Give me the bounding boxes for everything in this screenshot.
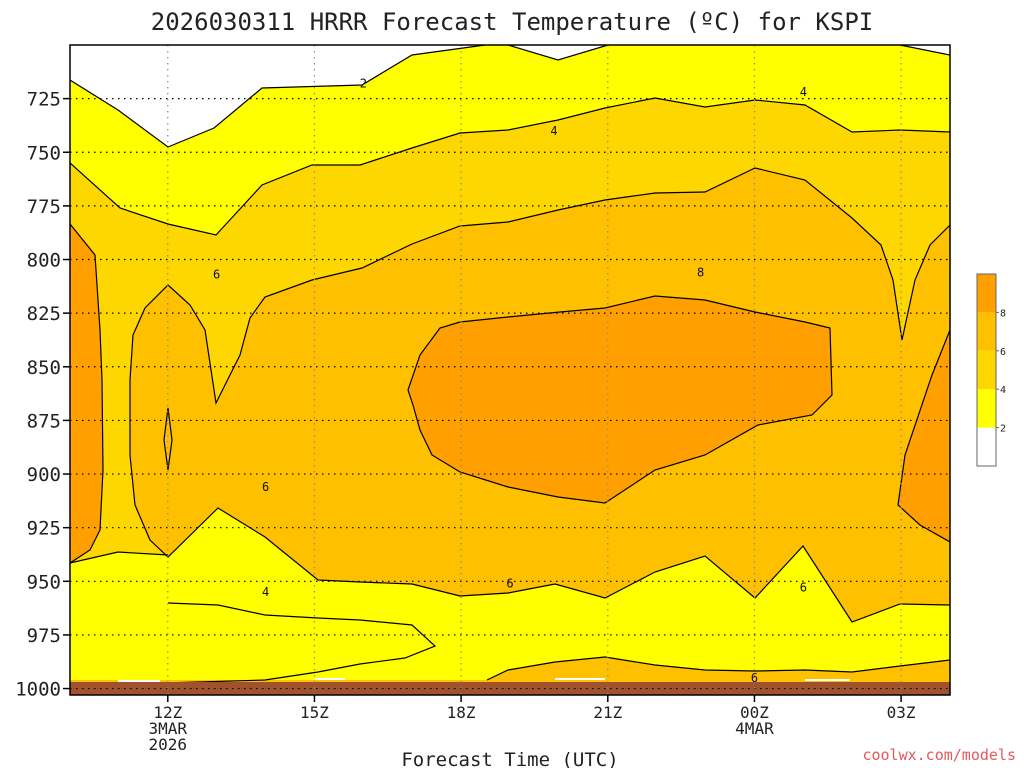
y-tick-label: 850 xyxy=(27,357,61,379)
x-tick-label: 4MAR xyxy=(735,719,774,738)
legend-swatch xyxy=(977,274,996,313)
contour-fields xyxy=(70,45,950,695)
y-tick-label: 775 xyxy=(27,196,61,218)
legend-label: 8 xyxy=(1000,308,1006,319)
legend-swatch xyxy=(977,312,996,351)
legend-label: 4 xyxy=(1000,385,1006,396)
band-above-8-right xyxy=(898,330,950,542)
y-tick-label: 825 xyxy=(27,303,61,325)
color-legend: 2 4 6 8 xyxy=(976,273,1006,467)
legend-label: 2 xyxy=(1000,424,1006,435)
contour-label: 6 xyxy=(213,268,220,282)
legend-swatch xyxy=(977,389,996,428)
x-tick-label: 00Z xyxy=(740,703,769,722)
y-tick-label: 800 xyxy=(27,250,61,272)
contour-lines xyxy=(70,45,950,684)
legend-frame xyxy=(976,273,997,467)
y-tick-label: 925 xyxy=(27,518,61,540)
x-axis-label: Forecast Time (UTC) xyxy=(401,749,618,768)
x-tick-label: 2026 xyxy=(149,735,188,754)
band-above-8 xyxy=(408,296,832,503)
y-tick-label: 875 xyxy=(27,410,61,432)
y-tick-label: 1000 xyxy=(15,679,61,701)
contour-labels: 2 4 4 6 8 6 4 6 6 6 xyxy=(213,77,807,685)
x-tick-label: 12Z xyxy=(153,703,182,722)
contour-label: 4 xyxy=(550,124,557,138)
ground-mask xyxy=(70,682,950,695)
contour-label: 6 xyxy=(262,480,269,494)
x-tick-label: 15Z xyxy=(300,703,329,722)
legend-swatch xyxy=(977,350,996,390)
contour-label: 4 xyxy=(800,85,807,99)
contour-label: 6 xyxy=(506,576,513,590)
x-tick-label: 3MAR xyxy=(149,719,188,738)
band-above-8-left xyxy=(70,224,103,563)
x-tick-label: 21Z xyxy=(593,703,622,722)
legend-label: 6 xyxy=(1000,347,1006,358)
contour-label: 8 xyxy=(697,265,704,279)
y-axis: 725 750 775 800 825 850 875 900 925 950 975 1000 xyxy=(15,89,70,701)
credit-text[interactable]: coolwx.com/models xyxy=(862,746,1016,764)
y-tick-label: 900 xyxy=(27,464,61,486)
plot-frame xyxy=(69,44,951,696)
contour-label: 6 xyxy=(800,581,807,595)
chart-title: 2026030311 HRRR Forecast Temperature (ºC… xyxy=(151,8,873,36)
ground-highlights xyxy=(118,678,850,682)
legend-swatch xyxy=(977,427,996,466)
y-tick-label: 725 xyxy=(27,89,61,111)
contour-label: 2 xyxy=(360,77,367,91)
y-tick-label: 750 xyxy=(27,142,61,164)
grid-lines xyxy=(70,45,950,695)
contour-label: 6 xyxy=(751,671,758,685)
contour-label: 4 xyxy=(262,585,269,599)
y-tick-label: 975 xyxy=(27,625,61,647)
y-tick-label: 950 xyxy=(27,571,61,593)
x-tick-label: 03Z xyxy=(887,703,916,722)
x-tick-label: 18Z xyxy=(447,703,476,722)
